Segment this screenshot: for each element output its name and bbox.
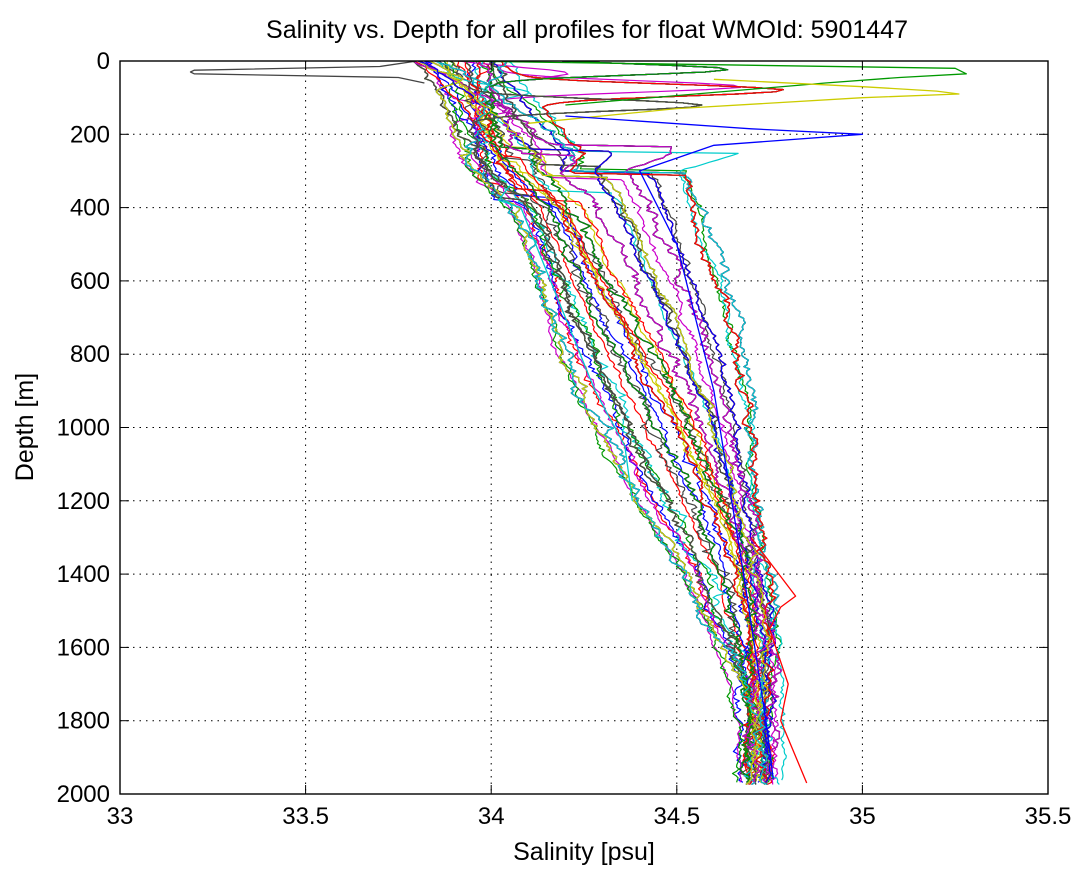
profile-line <box>484 61 755 783</box>
x-axis-label: Salinity [psu] <box>513 838 655 866</box>
profile-line-outlier <box>528 78 960 124</box>
x-tick-label: 34 <box>478 803 505 830</box>
x-tick-label: 35 <box>849 803 876 830</box>
y-tick-label: 1400 <box>57 561 110 588</box>
x-tick-label: 34.5 <box>653 803 700 830</box>
y-tick-label: 1000 <box>57 415 110 442</box>
profile-line <box>429 61 772 785</box>
profile-line <box>475 61 783 785</box>
x-tick-label: 35.5 <box>1025 803 1072 830</box>
profile-lines <box>189 61 967 786</box>
y-tick-label: 600 <box>70 268 110 295</box>
profile-line-outlier <box>497 185 633 501</box>
y-tick-label: 200 <box>70 121 110 148</box>
plot-area <box>189 61 967 786</box>
profile-line <box>424 61 753 783</box>
profile-line-outlier <box>750 537 808 784</box>
profile-line <box>435 61 780 785</box>
y-tick-label: 1200 <box>57 488 110 515</box>
y-tick-label: 0 <box>97 48 110 75</box>
profile-line <box>500 61 785 783</box>
profile-line <box>417 61 773 783</box>
profile-line <box>477 61 767 783</box>
profile-line <box>486 61 769 781</box>
profile-line <box>412 61 758 785</box>
y-tick-label: 1800 <box>57 708 110 735</box>
profile-line <box>507 61 787 781</box>
profile-line <box>417 61 763 783</box>
axis-ticks: 33 33.5 34 34.5 35 35.5 0 200 400 600 800 1000 1200 1… <box>57 48 1072 830</box>
x-tick-label: 33 <box>107 803 134 830</box>
chart-title: Salinity vs. Depth for all profiles for … <box>266 16 908 44</box>
profile-line <box>466 61 703 495</box>
profile-line <box>435 61 770 785</box>
profile-line <box>443 61 745 783</box>
y-tick-label: 2000 <box>57 781 110 808</box>
profile-line <box>413 61 783 783</box>
profile-line <box>490 61 773 783</box>
y-axis-label: Depth [m] <box>11 373 39 481</box>
x-tick-label: 33.5 <box>282 803 329 830</box>
profile-line <box>476 61 757 785</box>
profile-line-outlier <box>189 61 425 84</box>
profile-line <box>484 61 758 781</box>
profile-line-outlier <box>454 61 967 106</box>
profile-line-outlier <box>565 115 864 780</box>
y-tick-label: 1600 <box>57 634 110 661</box>
y-tick-label: 400 <box>70 195 110 222</box>
y-tick-label: 800 <box>70 341 110 368</box>
